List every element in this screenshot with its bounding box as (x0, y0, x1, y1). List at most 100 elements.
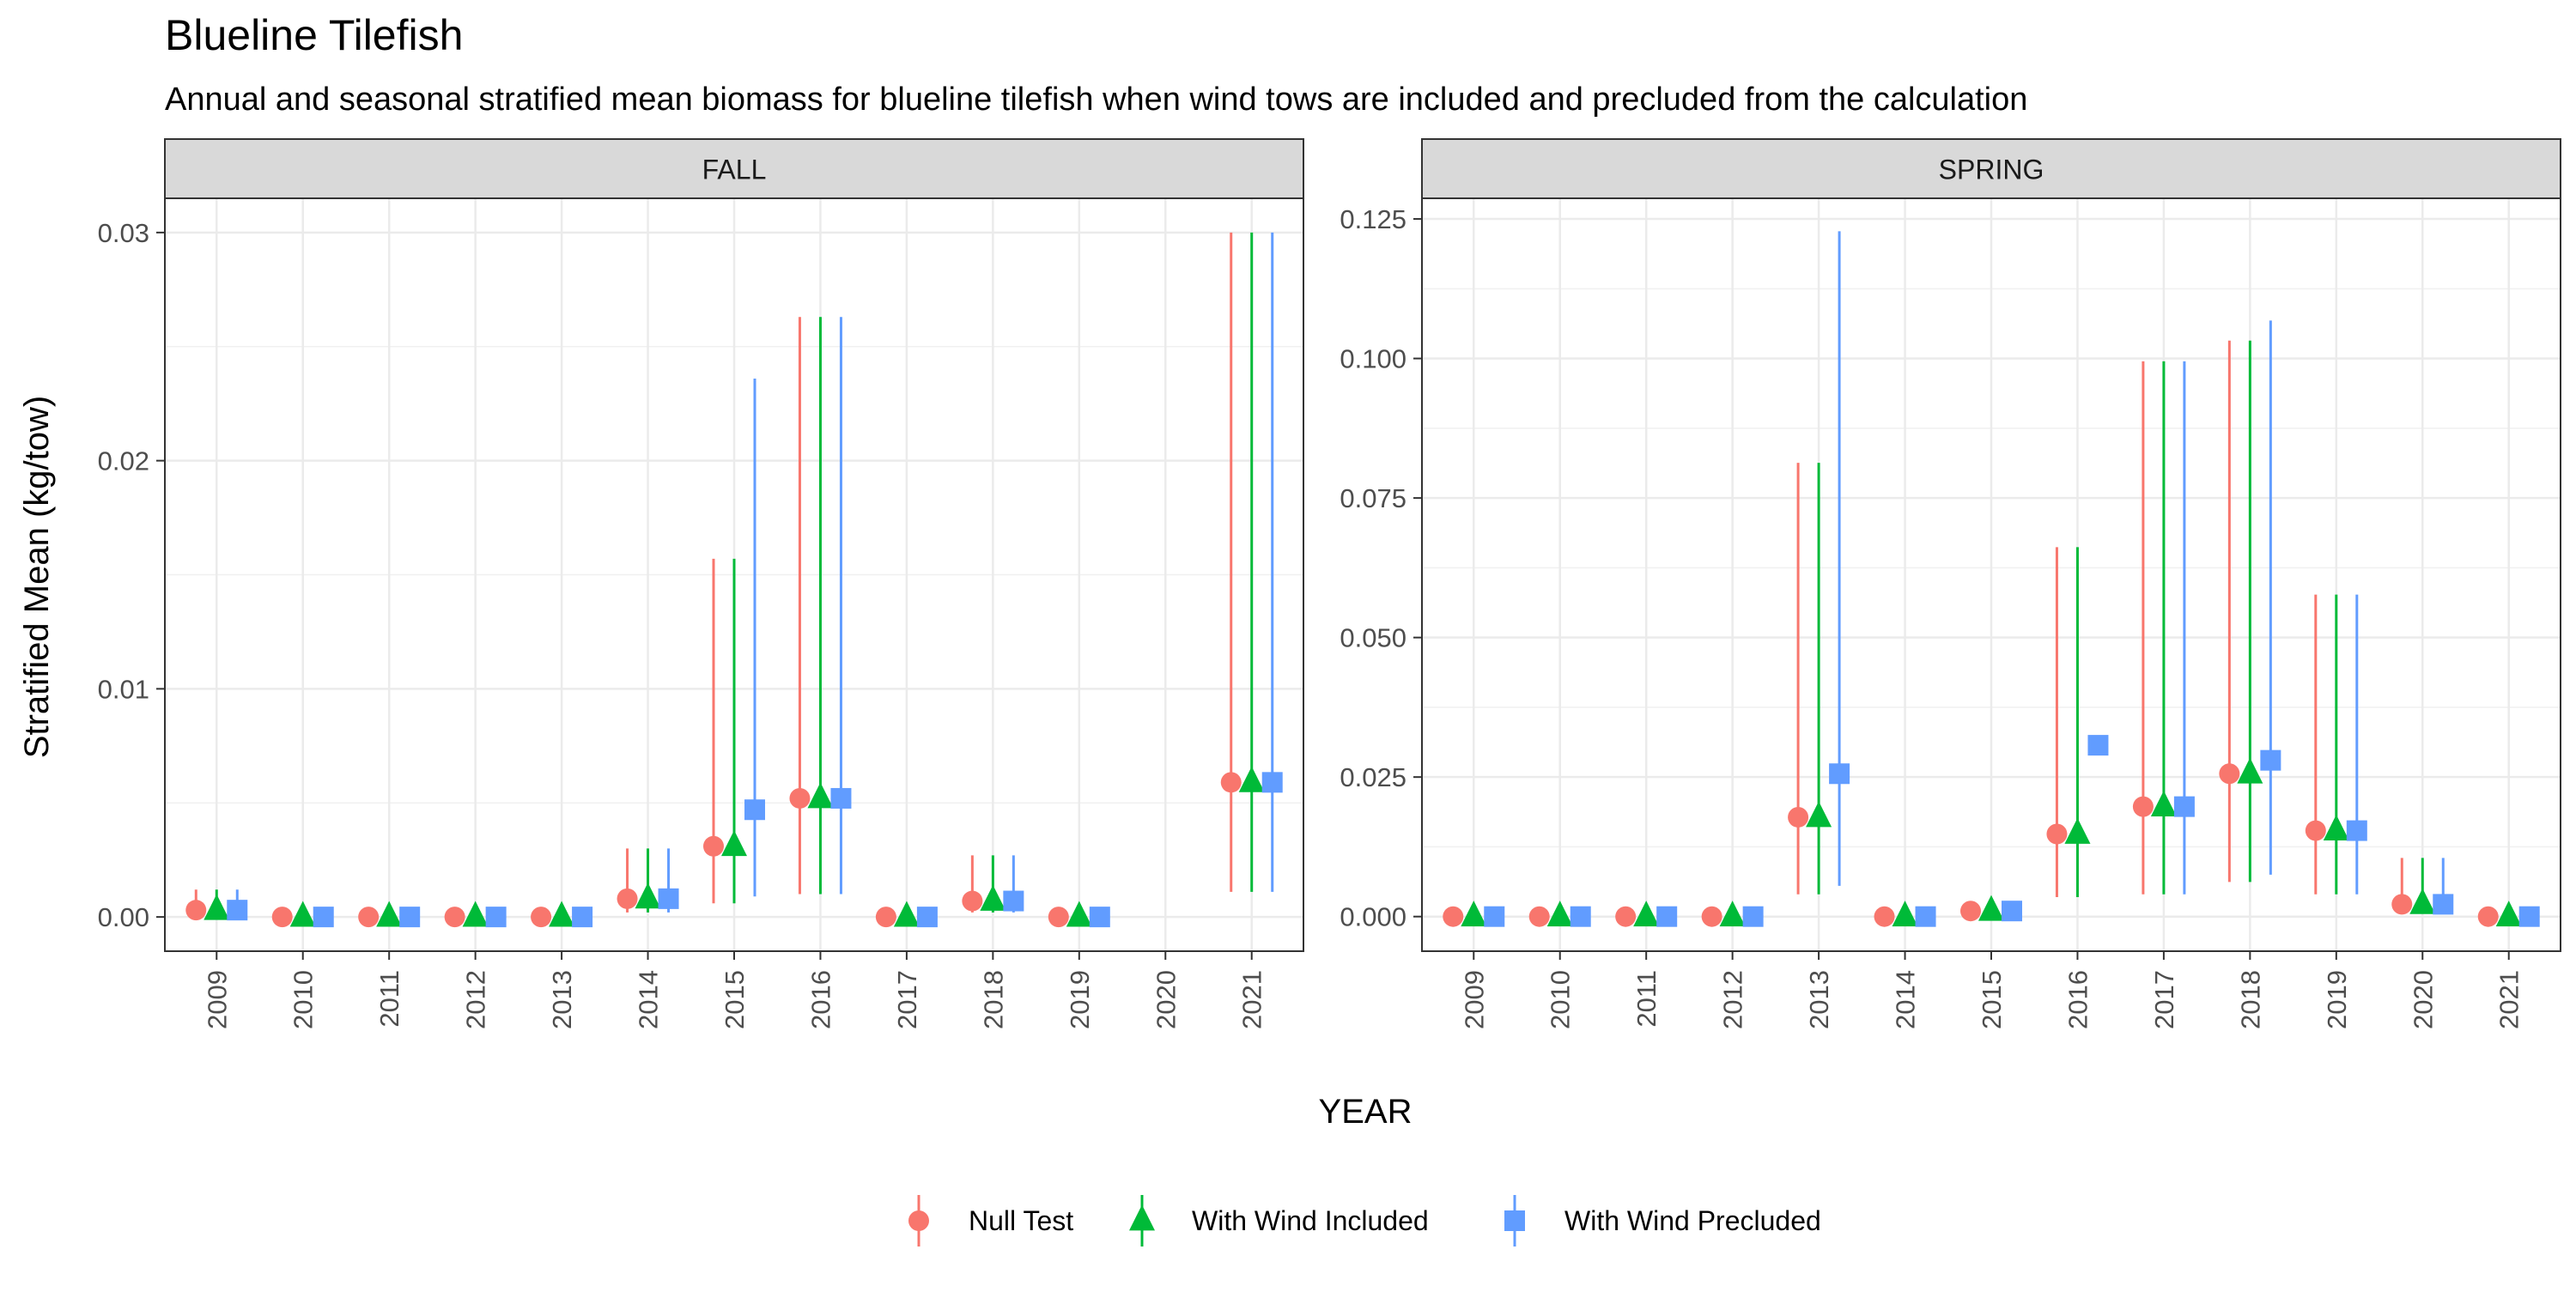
data-point (1874, 906, 1895, 927)
data-point (789, 787, 811, 809)
legend-label: Null Test (969, 1205, 1073, 1236)
x-tick-label: 2019 (2322, 970, 2352, 1029)
legend-label: With Wind Included (1192, 1205, 1429, 1236)
data-point (1978, 895, 2004, 921)
data-point (185, 900, 207, 921)
x-tick-label: 2021 (2494, 970, 2524, 1029)
chart-title: Blueline Tilefish (165, 11, 463, 59)
y-tick-label: 0.100 (1340, 344, 1406, 374)
panel-border (164, 197, 1304, 952)
data-point (2323, 814, 2349, 840)
data-point (1528, 906, 1550, 927)
x-tick-label: 2019 (1065, 970, 1095, 1029)
data-point (1806, 801, 1832, 828)
facet-strip-label: SPRING (1939, 155, 2044, 185)
legend-item: With Wind Included (1129, 1195, 1429, 1247)
x-tick-label: 2018 (978, 970, 1008, 1029)
data-point (1484, 906, 1505, 927)
data-point (1701, 906, 1722, 927)
data-point (2346, 820, 2367, 841)
data-point (1066, 901, 1092, 927)
series-with-wind-precluded (227, 232, 1283, 928)
data-point (807, 782, 834, 809)
data-point (2150, 791, 2177, 817)
legend-item: With Wind Precluded (1504, 1195, 1821, 1247)
data-point (1788, 806, 1809, 828)
x-tick-label: 2012 (1718, 970, 1748, 1029)
data-point (1443, 906, 1464, 927)
y-tick-label: 0.075 (1340, 483, 1406, 513)
x-tick-label: 2010 (1546, 970, 1576, 1029)
data-point (1960, 901, 1981, 922)
data-point (376, 901, 403, 927)
data-point (1719, 901, 1746, 927)
data-point (2087, 735, 2109, 756)
data-point (1742, 906, 1764, 927)
data-point (2132, 796, 2154, 817)
x-tick-label: 2009 (1459, 970, 1489, 1029)
y-axis-label: Stratified Mean (kg/tow) (18, 396, 56, 758)
panel-spring: SPRING 0.000 0.025 0.050 0.075 0.100 0.125 2009… (1340, 138, 2561, 1029)
data-point (2002, 901, 2022, 922)
y-tick-label: 0.025 (1340, 762, 1406, 792)
series-with-wind-precluded (1484, 231, 2540, 927)
data-point (1546, 901, 1573, 927)
data-point (1656, 906, 1678, 927)
x-tick-label: 2020 (2408, 970, 2438, 1029)
y-tick-label: 0.050 (1340, 623, 1406, 653)
legend-item: Null Test (908, 1195, 1073, 1247)
data-point (313, 907, 334, 928)
x-tick-label: 2015 (1977, 970, 2007, 1029)
data-point (1892, 901, 1918, 927)
data-point (2518, 906, 2540, 927)
data-point (617, 888, 638, 909)
data-point (444, 907, 465, 928)
y-tick-label: 0.00 (98, 902, 149, 932)
x-tick-label: 2017 (2149, 970, 2179, 1029)
y-tick-label: 0.01 (98, 674, 149, 704)
y-tick-label: 0.03 (98, 218, 149, 248)
data-point (2391, 894, 2413, 915)
data-point (703, 835, 724, 857)
data-point (1238, 766, 1265, 792)
data-point (658, 888, 679, 909)
data-point (1003, 890, 1024, 912)
data-point (2237, 757, 2263, 784)
panel-border (1421, 197, 2561, 952)
data-point (893, 901, 920, 927)
series-with-wind-included (204, 232, 1265, 927)
x-axis-label: YEAR (1319, 1093, 1413, 1131)
data-point (1829, 763, 1850, 785)
data-point (572, 907, 593, 928)
data-point (1089, 907, 1110, 928)
data-point (744, 799, 765, 821)
x-tick-label: 2018 (2235, 970, 2265, 1029)
y-tick-label: 0.125 (1340, 204, 1406, 234)
data-point (875, 907, 896, 928)
y-tick-label: 0.02 (98, 446, 149, 476)
data-point (1615, 906, 1637, 927)
data-point (2219, 763, 2240, 785)
x-tick-label: 2013 (547, 970, 577, 1029)
x-tick-label: 2010 (289, 970, 319, 1029)
data-point (399, 907, 421, 928)
data-point (549, 901, 575, 927)
x-tick-label: 2014 (1891, 970, 1921, 1029)
data-point (2064, 817, 2091, 844)
data-point (204, 894, 230, 920)
series-with-wind-included (1461, 340, 2522, 927)
x-tick-label: 2014 (634, 970, 664, 1029)
data-point (980, 884, 1006, 911)
legend-key-marker (908, 1210, 929, 1231)
x-tick-label: 2013 (1804, 970, 1834, 1029)
series-null-test (1443, 340, 2499, 927)
x-tick-label: 2012 (461, 970, 491, 1029)
x-tick-label: 2020 (1151, 970, 1181, 1029)
data-point (2173, 796, 2195, 817)
x-tick-label: 2016 (805, 970, 835, 1029)
data-point (2305, 820, 2326, 841)
legend-key-marker (1504, 1210, 1525, 1231)
data-point (2495, 901, 2522, 927)
x-tick-label: 2011 (1631, 970, 1662, 1028)
